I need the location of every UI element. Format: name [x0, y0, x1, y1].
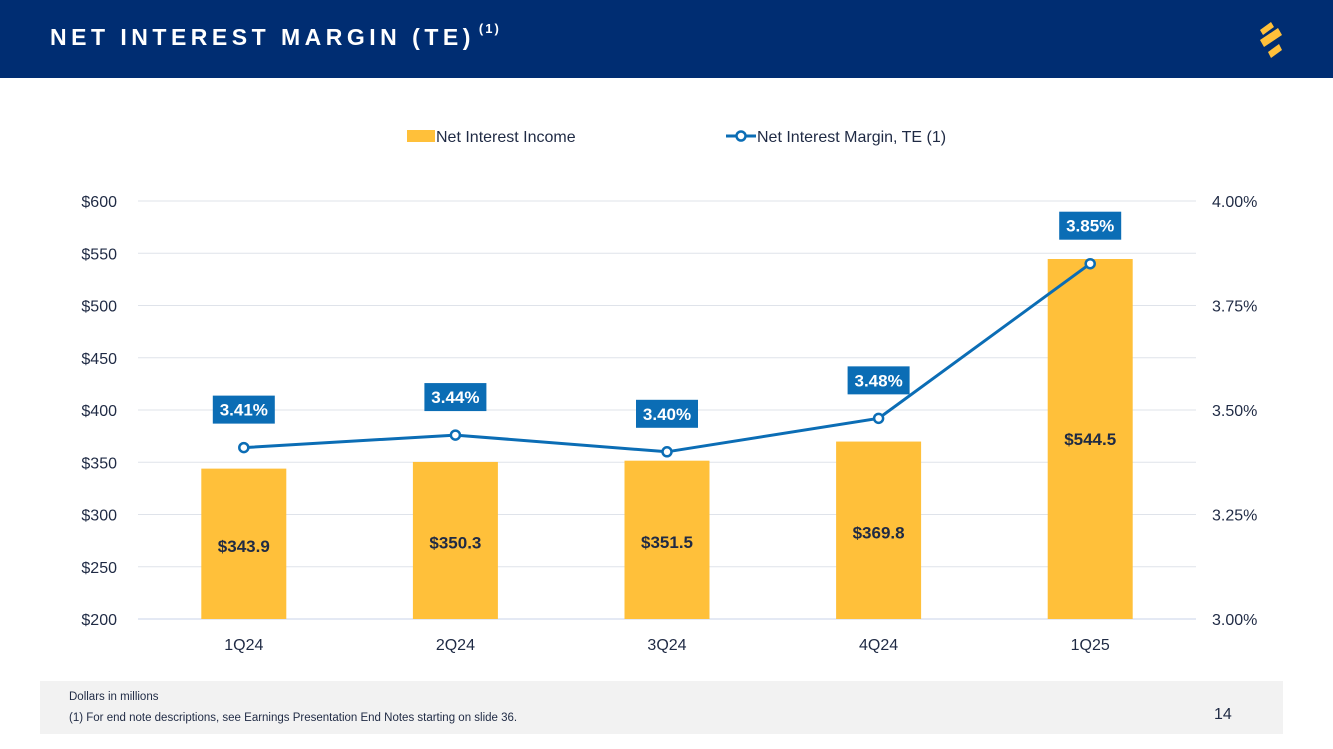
- y-tick-label: $250: [81, 560, 117, 577]
- line-value-label-bg: [212, 395, 275, 424]
- bar: [624, 460, 710, 619]
- y-tick-label: $350: [81, 455, 117, 472]
- page-number: 14: [1214, 706, 1232, 723]
- line-value-label: 3.40%: [643, 405, 691, 424]
- line-value-label: 3.44%: [431, 388, 479, 407]
- line-value-label-bg: [1059, 211, 1122, 240]
- y-tick-label: $300: [81, 508, 117, 525]
- bar: [836, 441, 922, 619]
- footnotes-box: Dollars in millions (1) For end note des…: [40, 681, 1283, 734]
- legend-line-marker: [735, 130, 747, 142]
- line-marker: [872, 412, 885, 425]
- line-value-label-bg: [636, 399, 698, 428]
- bar-value-label: $369.8: [853, 523, 905, 542]
- legend-bar-swatch: [407, 130, 435, 142]
- y-tick-label: $550: [81, 246, 117, 263]
- y-tick-label: $400: [81, 403, 117, 420]
- line-value-label-bg: [847, 366, 910, 395]
- page-title: NET INTEREST MARGIN (TE) (1): [50, 21, 501, 51]
- y2-tick-label: 3.75%: [1212, 299, 1257, 316]
- brand-s-logo-icon: [1260, 22, 1282, 58]
- x-tick-label: 1Q25: [1071, 637, 1110, 654]
- y2-tick-label: 4.00%: [1212, 194, 1257, 211]
- header-bar: NET INTEREST MARGIN (TE) (1): [0, 0, 1333, 78]
- line-marker: [1084, 257, 1096, 270]
- y-tick-label: $600: [81, 194, 117, 211]
- bar-value-label: $544.5: [1064, 430, 1116, 449]
- legend-line-label: Net Interest Margin, TE (1): [757, 129, 946, 146]
- line-marker: [238, 441, 250, 454]
- net-interest-chart: $343.9 $350.3 $351.5 $369.8 $544.5 3.41% 3.44…: [81, 129, 1257, 654]
- y-tick-label: $200: [81, 612, 117, 629]
- line-value-label-bg: [424, 383, 487, 412]
- x-tick-label: 3Q24: [647, 637, 686, 654]
- line-marker: [661, 446, 673, 458]
- line-value-label: 3.41%: [220, 401, 268, 420]
- x-tick-label: 4Q24: [859, 637, 898, 654]
- y2-tick-label: 3.00%: [1212, 612, 1257, 629]
- bar: [1047, 258, 1133, 619]
- x-tick-label: 2Q24: [436, 637, 475, 654]
- bar-value-label: $351.5: [641, 533, 693, 552]
- bar: [201, 468, 287, 619]
- y-tick-label: $450: [81, 351, 117, 368]
- bar-value-label: $343.9: [218, 537, 270, 556]
- legend-bar-label: Net Interest Income: [436, 129, 576, 146]
- x-tick-label: 1Q24: [224, 637, 263, 654]
- bar: [412, 461, 498, 619]
- bar-value-label: $350.3: [429, 533, 481, 552]
- title-footnote-marker: (1): [478, 21, 501, 37]
- y2-tick-label: 3.25%: [1212, 508, 1257, 525]
- footnote-units: Dollars in millions: [69, 691, 159, 703]
- footnote-endnotes: (1) For end note descriptions, see Earni…: [69, 712, 518, 724]
- line-value-label: 3.48%: [854, 371, 902, 390]
- y2-tick-label: 3.50%: [1212, 403, 1257, 420]
- line-marker: [449, 429, 462, 441]
- page-title-text: NET INTEREST MARGIN (TE): [50, 24, 475, 50]
- line-value-label: 3.85%: [1066, 217, 1114, 236]
- y-tick-label: $500: [81, 299, 117, 316]
